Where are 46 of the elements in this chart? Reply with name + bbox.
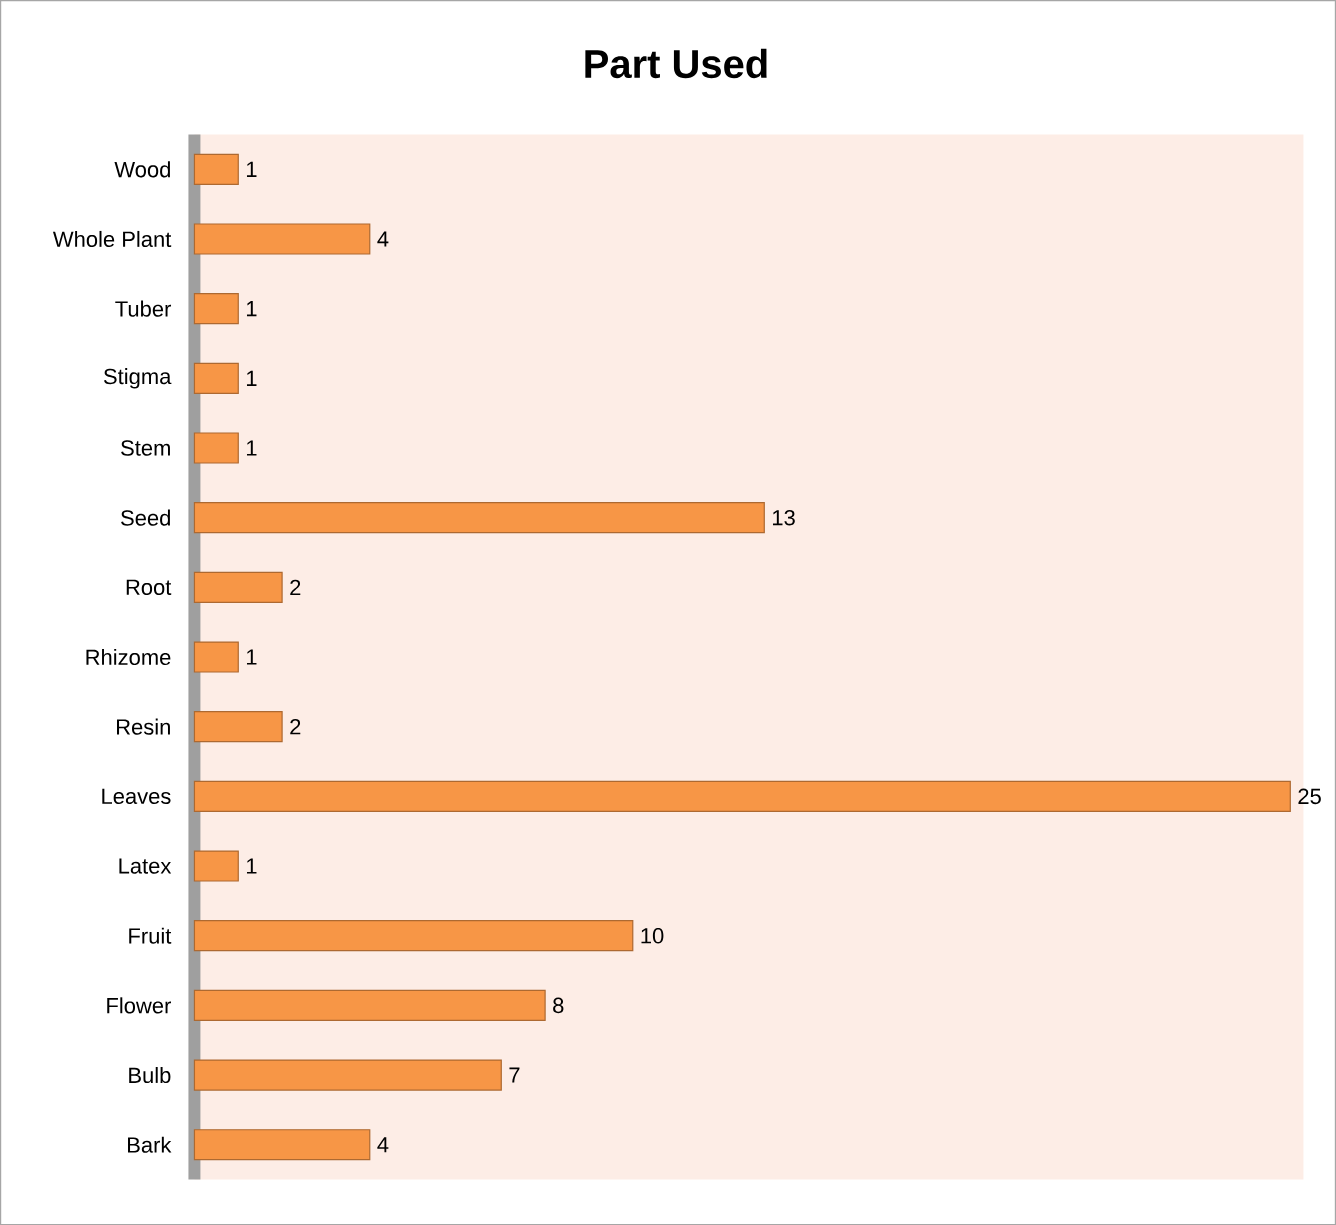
- data-label: 1: [246, 858, 257, 874]
- y-tick-label: Bark: [128, 1136, 172, 1153]
- y-tick-label: Leaves: [102, 788, 171, 804]
- bar: [193, 293, 239, 325]
- data-label: 1: [246, 370, 257, 386]
- bar: [193, 850, 239, 882]
- data-label: 1: [246, 161, 257, 177]
- y-tick-label: Seed: [121, 509, 170, 526]
- y-tick-label: Whole Plant: [52, 230, 172, 248]
- bar: [193, 571, 283, 603]
- y-tick-label: Rhizome: [86, 648, 171, 666]
- y-tick-label: Wood: [114, 161, 170, 178]
- data-label: 2: [290, 579, 301, 595]
- y-tick-label: Root: [126, 579, 172, 595]
- data-label: 1: [246, 301, 257, 317]
- y-tick-label: Stem: [121, 440, 170, 456]
- y-tick-label: Latex: [119, 858, 172, 874]
- data-label: 8: [553, 997, 564, 1014]
- data-label: 25: [1298, 788, 1321, 805]
- bar: [193, 641, 239, 673]
- bar: [193, 920, 634, 952]
- data-label: 4: [377, 231, 389, 247]
- chart-title: Part Used: [585, 48, 767, 79]
- y-tick-label: Tuber: [115, 300, 172, 317]
- y-tick-label: Bulb: [129, 1066, 171, 1084]
- data-label: 7: [509, 1067, 520, 1083]
- data-label: 1: [246, 649, 257, 665]
- bar: [193, 223, 371, 255]
- y-tick-label: Fruit: [129, 927, 172, 944]
- data-label: 10: [641, 927, 664, 944]
- data-label: 13: [772, 509, 795, 526]
- bar: [193, 780, 1291, 812]
- bar: [193, 711, 283, 743]
- bar: [193, 153, 239, 185]
- bar: [193, 1129, 371, 1161]
- data-label: 1: [246, 440, 257, 456]
- y-tick-label: Flower: [107, 997, 172, 1014]
- bar: [193, 432, 239, 464]
- bar: [193, 1059, 502, 1091]
- y-tick-label: Resin: [117, 718, 170, 735]
- bar: [193, 989, 546, 1021]
- data-label: 4: [377, 1137, 389, 1153]
- bar: [193, 362, 239, 394]
- data-label: 2: [290, 718, 301, 735]
- y-tick-label: Stigma: [103, 368, 172, 389]
- bar: [193, 502, 765, 534]
